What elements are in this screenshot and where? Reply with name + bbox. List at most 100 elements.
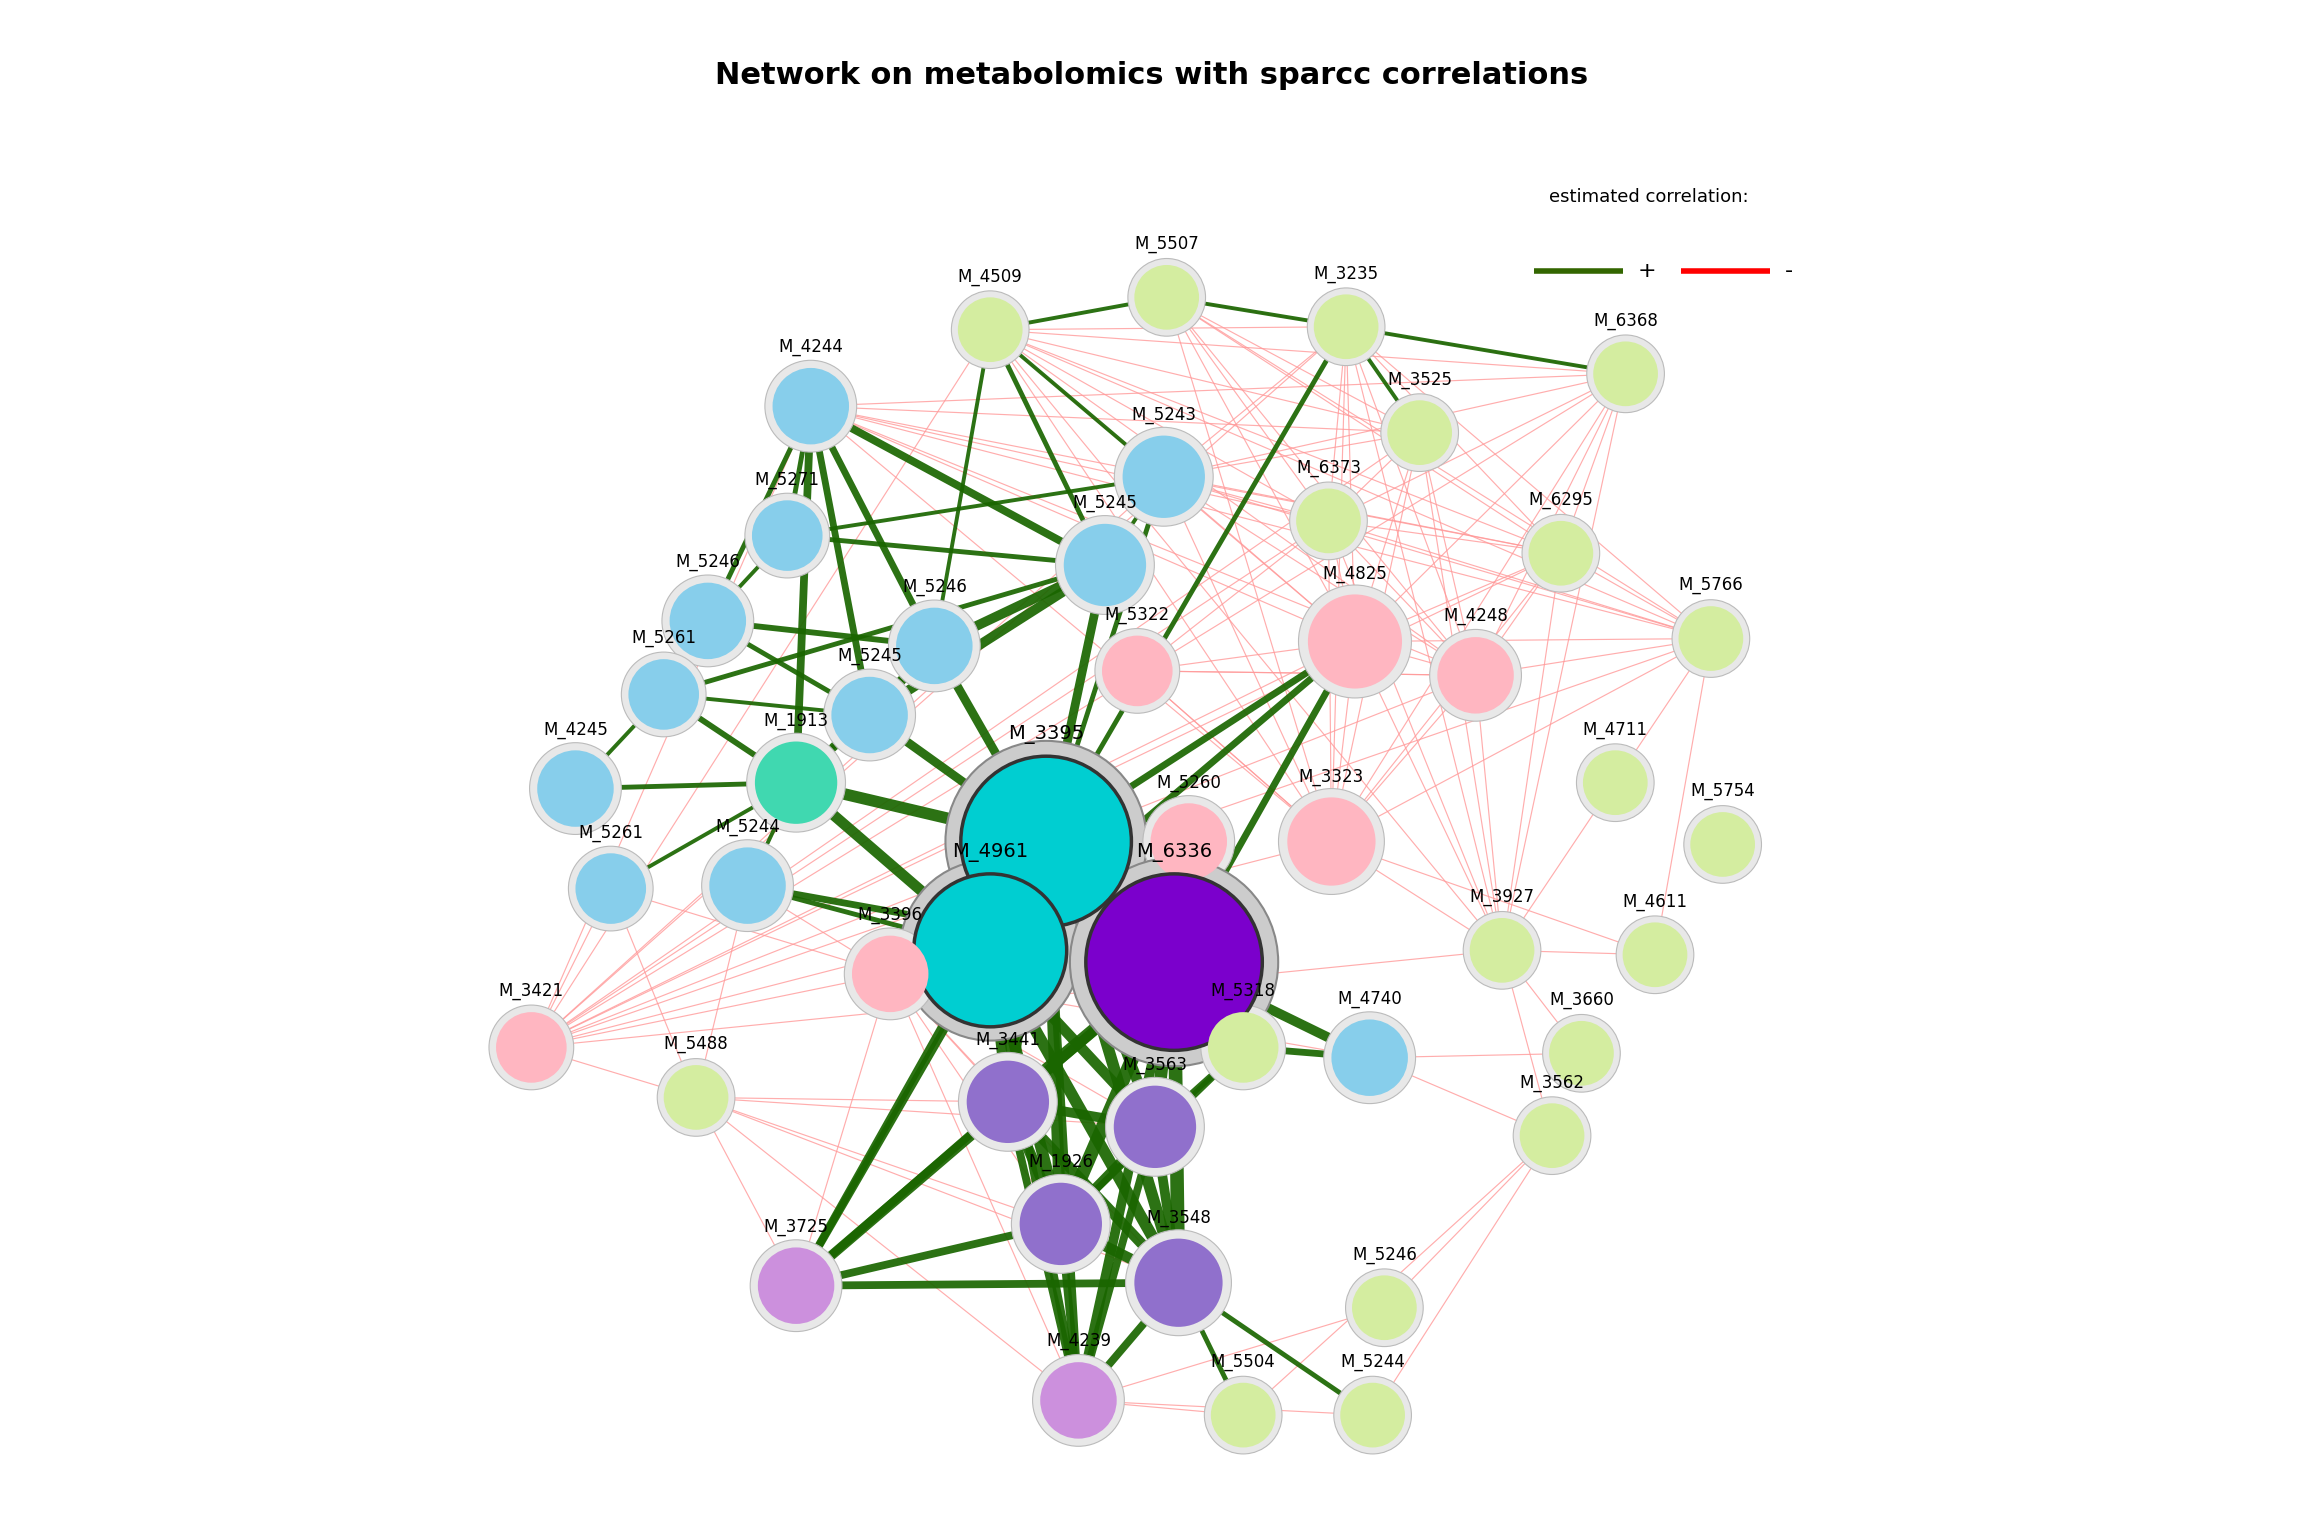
Ellipse shape [746,733,846,833]
Text: M_4239: M_4239 [1046,1332,1111,1350]
Ellipse shape [901,860,1081,1040]
Text: M_4825: M_4825 [1322,565,1387,582]
Text: M_3323: M_3323 [1299,768,1364,785]
Text: M_1913: M_1913 [763,711,829,730]
Text: M_5322: M_5322 [1104,605,1170,624]
Ellipse shape [1313,295,1378,359]
Ellipse shape [1691,813,1756,877]
Ellipse shape [1115,427,1214,527]
Ellipse shape [889,601,979,691]
Ellipse shape [1583,750,1647,816]
Text: M_5271: M_5271 [756,470,820,488]
Ellipse shape [537,750,613,826]
Text: M_4248: M_4248 [1442,607,1509,625]
Text: M_6295: M_6295 [1528,492,1594,508]
Ellipse shape [1332,1020,1408,1097]
Ellipse shape [1134,1238,1223,1327]
Ellipse shape [1122,436,1205,518]
Text: M_3927: M_3927 [1470,888,1534,906]
Ellipse shape [1380,393,1458,472]
Ellipse shape [1528,521,1594,585]
Ellipse shape [1212,1382,1276,1447]
Text: M_3525: M_3525 [1387,370,1452,389]
Ellipse shape [1205,1376,1281,1455]
Ellipse shape [1334,1376,1412,1455]
Text: M_5504: M_5504 [1212,1353,1276,1372]
Text: M_5766: M_5766 [1680,576,1744,594]
Text: M_4961: M_4961 [952,843,1028,862]
Ellipse shape [1279,788,1385,894]
Ellipse shape [664,1064,728,1130]
Text: M_3441: M_3441 [975,1031,1041,1049]
Ellipse shape [1523,515,1599,591]
Ellipse shape [1587,335,1663,413]
Ellipse shape [1039,1362,1117,1439]
Ellipse shape [915,874,1067,1028]
Ellipse shape [1680,607,1744,671]
Ellipse shape [843,928,935,1020]
Text: M_4509: M_4509 [958,267,1023,286]
Ellipse shape [832,677,908,753]
Ellipse shape [1325,1012,1415,1103]
Ellipse shape [1387,401,1452,465]
Title: Network on metabolomics with sparcc correlations: Network on metabolomics with sparcc corr… [714,61,1590,91]
Ellipse shape [1431,630,1521,722]
Ellipse shape [1106,1077,1205,1177]
Ellipse shape [1127,1230,1230,1336]
Text: M_5246: M_5246 [675,553,740,571]
Ellipse shape [825,670,915,760]
Text: M_5244: M_5244 [714,817,781,836]
Text: M_3660: M_3660 [1548,991,1613,1009]
Ellipse shape [1094,628,1180,713]
Ellipse shape [1032,1355,1124,1447]
Ellipse shape [1299,585,1412,697]
Ellipse shape [1150,803,1228,880]
Text: M_6373: M_6373 [1295,459,1362,476]
Ellipse shape [488,1005,574,1089]
Text: M_6336: M_6336 [1136,843,1212,862]
Ellipse shape [1684,805,1763,883]
Ellipse shape [629,659,698,730]
Ellipse shape [1297,488,1362,553]
Text: M_5261: M_5261 [578,823,643,842]
Ellipse shape [958,298,1023,362]
Ellipse shape [1521,1103,1585,1167]
Ellipse shape [852,935,929,1012]
Ellipse shape [622,653,705,737]
Ellipse shape [1064,524,1145,607]
Ellipse shape [1438,637,1514,714]
Ellipse shape [758,1247,834,1324]
Text: M_3563: M_3563 [1122,1055,1187,1074]
Ellipse shape [765,361,857,452]
Ellipse shape [1085,874,1263,1051]
Ellipse shape [670,582,746,659]
Ellipse shape [896,608,972,684]
Text: M_4711: M_4711 [1583,720,1647,739]
Ellipse shape [661,574,753,667]
Ellipse shape [1113,1086,1196,1167]
Ellipse shape [772,369,850,444]
Text: M_5245: M_5245 [836,647,903,665]
Text: M_5261: M_5261 [631,630,696,647]
Ellipse shape [1101,636,1173,707]
Ellipse shape [530,743,622,834]
Text: M_5318: M_5318 [1210,983,1276,1000]
Ellipse shape [1200,1005,1286,1089]
Text: M_3235: M_3235 [1313,264,1378,283]
Ellipse shape [1290,482,1366,559]
Text: M_5243: M_5243 [1131,406,1196,424]
Text: M_1926: M_1926 [1028,1154,1094,1170]
Ellipse shape [952,290,1030,369]
Ellipse shape [710,848,786,923]
Ellipse shape [1129,258,1205,336]
Ellipse shape [1069,859,1279,1066]
Ellipse shape [751,1240,841,1332]
Text: M_4740: M_4740 [1336,989,1403,1008]
Text: -: - [1783,261,1793,281]
Ellipse shape [1514,1097,1590,1175]
Ellipse shape [1548,1021,1613,1086]
Text: M_5754: M_5754 [1691,782,1756,800]
Ellipse shape [756,742,836,823]
Ellipse shape [1463,911,1541,989]
Text: M_3396: M_3396 [857,906,922,923]
